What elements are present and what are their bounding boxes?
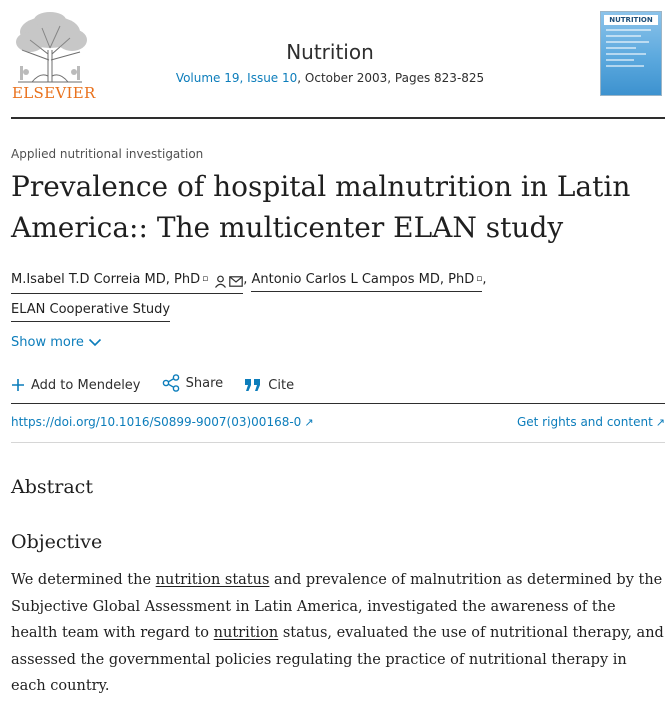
author-list: M.Isabel T.D Correia MD, PhD ▫, Antonio C… bbox=[11, 268, 661, 322]
term-link-nutrition[interactable]: nutrition bbox=[213, 625, 279, 641]
volume-issue-link[interactable]: Volume 19, Issue 10 bbox=[175, 71, 298, 85]
publisher-name: ELSEVIER bbox=[12, 84, 96, 102]
affiliation-marker-icon: ▫ bbox=[202, 274, 209, 284]
share-label: Share bbox=[185, 375, 224, 391]
author-separator: , bbox=[243, 272, 248, 287]
add-to-mendeley-button[interactable]: Add to Mendeley bbox=[11, 378, 141, 393]
external-link-icon: ↗ bbox=[655, 416, 665, 429]
abstract-text-part: and prevalence of malnutrition as determ… bbox=[11, 572, 663, 641]
doi-link[interactable]: https://doi.org/10.1016/S0899-9007(03)00… bbox=[11, 415, 314, 429]
term-link-nutrition-status[interactable]: nutrition status bbox=[155, 572, 270, 588]
actions-divider bbox=[11, 403, 665, 404]
article-type: Applied nutritional investigation bbox=[11, 147, 204, 161]
author-correia[interactable]: M.Isabel T.D Correia MD, PhD ▫ bbox=[11, 270, 244, 294]
elsevier-tree-logo bbox=[10, 10, 90, 84]
rights-text: Get rights and content bbox=[516, 415, 653, 429]
author-separator: , bbox=[482, 272, 487, 287]
issue-info: Volume 19, Issue 10, October 2003, Pages… bbox=[150, 71, 510, 85]
author-name: Antonio Carlos L Campos MD, PhD bbox=[251, 272, 475, 287]
article-actions: Add to Mendeley Share Cite bbox=[11, 374, 311, 396]
header-divider bbox=[11, 117, 665, 119]
abstract-text-part: We determined the bbox=[11, 572, 156, 588]
external-link-icon: ↗ bbox=[304, 416, 314, 429]
cite-label: Cite bbox=[268, 377, 295, 393]
get-rights-link[interactable]: Get rights and content ↗ bbox=[517, 415, 665, 429]
doi-text: https://doi.org/10.1016/S0899-9007(03)00… bbox=[11, 415, 302, 429]
abstract-objective-text: We determined the nutrition status and p… bbox=[11, 567, 665, 700]
affiliation-marker-icon: ▫ bbox=[476, 274, 483, 284]
share-icon bbox=[162, 374, 179, 392]
mendeley-label: Add to Mendeley bbox=[31, 377, 141, 393]
journal-header: Nutrition Volume 19, Issue 10, October 2… bbox=[150, 40, 510, 85]
chevron-down-icon bbox=[88, 338, 101, 347]
cover-decoration bbox=[606, 29, 656, 67]
publisher-logo[interactable] bbox=[10, 10, 92, 102]
author-campos[interactable]: Antonio Carlos L Campos MD, PhD ▫ bbox=[251, 270, 483, 292]
abstract-text-part: status, evaluated the use of nutritional… bbox=[11, 625, 664, 694]
issue-date-pages: , October 2003, Pages 823-825 bbox=[297, 71, 485, 85]
show-more-label: Show more bbox=[11, 335, 84, 350]
quote-icon bbox=[245, 379, 261, 391]
journal-title[interactable]: Nutrition bbox=[286, 40, 374, 64]
cite-button[interactable]: Cite bbox=[244, 378, 294, 393]
person-icon bbox=[215, 275, 227, 288]
cover-title: NUTRITION bbox=[604, 15, 658, 25]
envelope-icon bbox=[229, 276, 244, 287]
author-name: M.Isabel T.D Correia MD, PhD bbox=[11, 272, 201, 287]
journal-cover[interactable]: NUTRITION bbox=[600, 11, 662, 96]
abstract-divider bbox=[11, 442, 665, 443]
abstract-heading: Abstract bbox=[11, 476, 93, 498]
plus-icon bbox=[12, 379, 24, 391]
author-elan-group[interactable]: ELAN Cooperative Study bbox=[11, 300, 171, 322]
show-more-button[interactable]: Show more bbox=[11, 335, 102, 350]
share-button[interactable]: Share bbox=[162, 374, 224, 392]
objective-heading: Objective bbox=[11, 531, 103, 553]
article-title: Prevalence of hospital malnutrition in L… bbox=[11, 170, 631, 244]
